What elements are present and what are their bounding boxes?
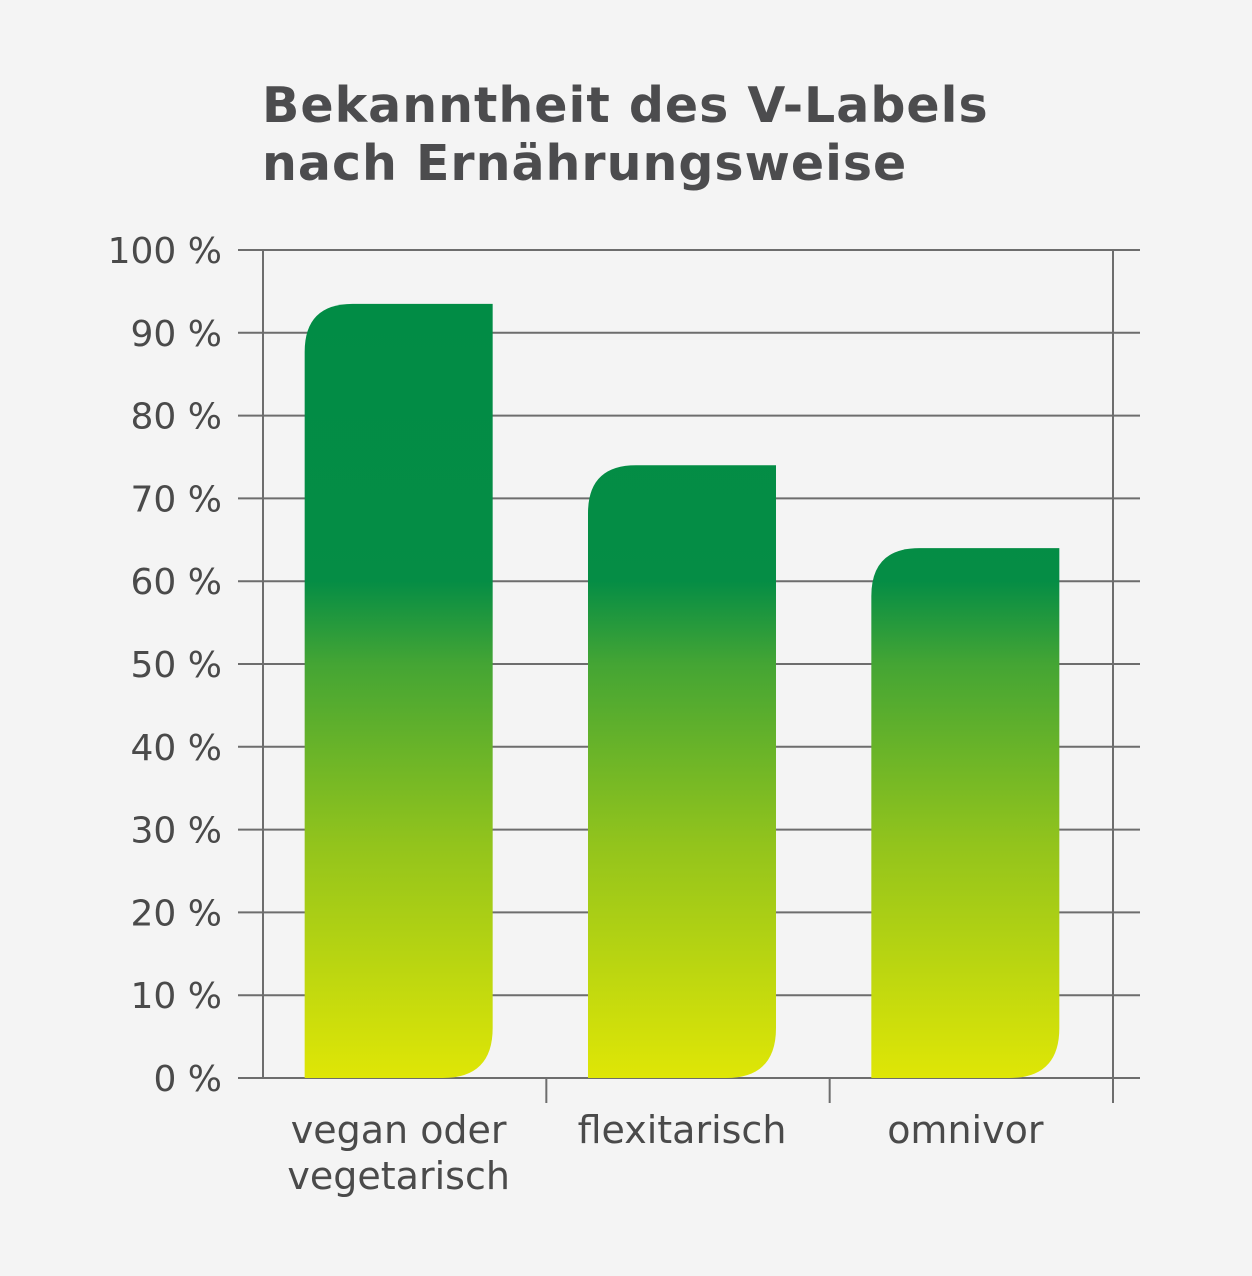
y-tick-label: 0 % bbox=[153, 1059, 222, 1100]
chart-title-line-2: nach Ernährungsweise bbox=[262, 135, 907, 192]
y-tick-label: 30 % bbox=[131, 811, 222, 852]
y-axis-tick-labels: 0 % 10 % 20 % 30 % 40 % 50 % 60 % 70 % 80 % 90 % 1… bbox=[108, 231, 222, 1100]
bars bbox=[304, 303, 1060, 1078]
y-tick-label: 50 % bbox=[131, 645, 222, 686]
bar-2 bbox=[871, 548, 1060, 1078]
x-category-label: flexitarisch bbox=[578, 1108, 787, 1152]
chart-title-line-1: Bekanntheit des V-Labels bbox=[262, 77, 989, 134]
y-tick-label: 20 % bbox=[131, 893, 222, 934]
y-tick-label: 100 % bbox=[108, 231, 222, 272]
x-category-label: vegan oder bbox=[291, 1108, 507, 1152]
y-tick-label: 80 % bbox=[131, 397, 222, 438]
bar-0 bbox=[304, 303, 493, 1078]
x-category-label: omnivor bbox=[887, 1108, 1044, 1152]
y-tick-label: 70 % bbox=[131, 479, 222, 520]
y-tick-label: 60 % bbox=[131, 562, 222, 603]
y-tick-label: 10 % bbox=[131, 976, 222, 1017]
y-tick-label: 40 % bbox=[131, 728, 222, 769]
bar-1 bbox=[588, 465, 776, 1078]
axes bbox=[262, 250, 1114, 1103]
x-category-label: vegetarisch bbox=[287, 1154, 510, 1198]
y-tick-label: 90 % bbox=[131, 314, 222, 355]
